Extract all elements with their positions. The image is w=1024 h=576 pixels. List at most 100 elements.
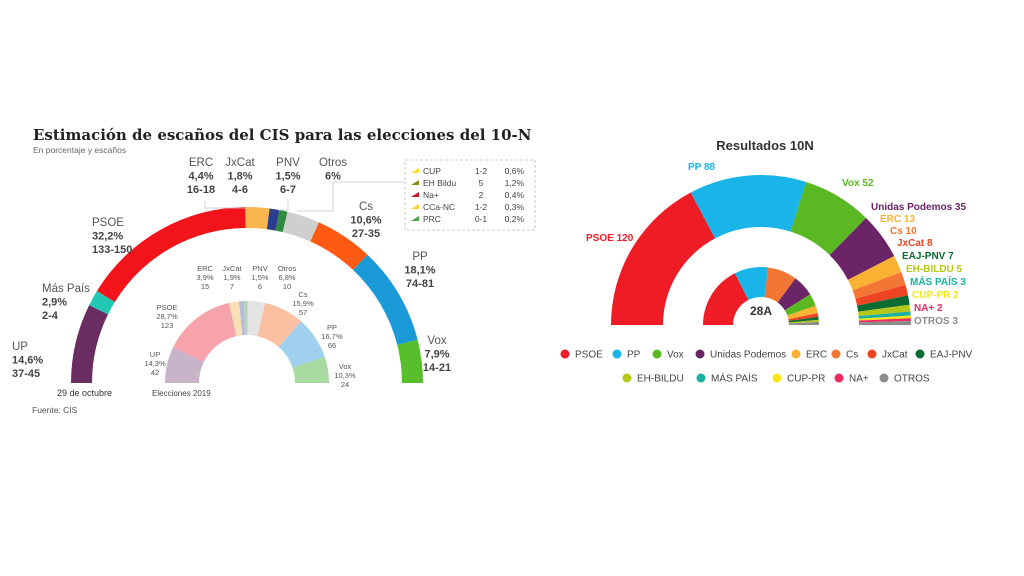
result-label-eaj-pnv: EAJ-PNV 7 [902, 251, 954, 262]
result-wedge-cup-pr [858, 315, 911, 321]
result-wedge-mas-pais [858, 311, 911, 319]
inner-label-jxcat-0: JxCat [222, 264, 242, 273]
outer-wedge-erc [245, 207, 270, 230]
outer-label-up-0: UP [12, 341, 28, 353]
otros-swatch-prc [411, 216, 419, 221]
result-label-mas-pais: MÁS PAÍS 3 [910, 275, 966, 288]
legend-label-otros: OTROS [894, 374, 930, 385]
inner-label-cs-0: Cs [298, 290, 307, 299]
outer-label-vox-0: Vox [427, 335, 446, 347]
outer-wedge-pp [353, 254, 418, 345]
outer-label-vox-1: 7,9% [424, 349, 449, 361]
result-wedge-jxcat [855, 284, 909, 306]
inner-label-psoe-1: 28,7% [156, 312, 178, 321]
otros-pct-prc: 0,2% [505, 214, 525, 224]
legend-dot-eh-bildu [622, 373, 632, 383]
prev-wedge-unidas-podemos [777, 278, 811, 311]
otros-swatch-na [411, 192, 419, 197]
result-label-erc: ERC 13 [880, 214, 915, 225]
inner-label-cs-2: 57 [299, 308, 307, 317]
inner-label-psoe-0: PSOE [157, 303, 178, 312]
legend-label-eaj-pnv: EAJ-PNV [930, 350, 973, 361]
inner-wedge-up [165, 347, 204, 383]
outer-wedge-up [71, 305, 109, 383]
inner-wedge-jxcat [239, 301, 246, 336]
legend-dot-psoe [560, 349, 570, 359]
left-chart-title: Estimación de escaños del CIS para las e… [33, 126, 532, 144]
outer-label-otros-1: 6% [325, 171, 341, 183]
outer-label-pnv-2: 6-7 [280, 184, 296, 196]
outer-wedge-psoe [96, 207, 246, 303]
inner-wedge-pp [278, 321, 325, 368]
otros-seats-eh-bildu: 5 [479, 178, 484, 188]
legend-label-na: NA+ [849, 374, 869, 385]
outer-label-pnv-1: 1,5% [275, 171, 300, 183]
inner-wedge-pnv [243, 300, 248, 336]
connector-otros-box-line [332, 181, 405, 188]
outer-label-mas-pais-1: 2,9% [42, 297, 67, 309]
legend-dot-unidas-podemos [695, 349, 705, 359]
outer-label-erc-1: 4,4% [188, 171, 213, 183]
inner-label-jxcat-1: 1,9% [223, 273, 240, 282]
otros-swatch-cca-nc [411, 204, 419, 209]
otros-seats-cup: 1-2 [475, 166, 488, 176]
inner-label-otros-0: Otros [278, 264, 297, 273]
legend-label-cup-pr: CUP-PR [787, 374, 825, 385]
outer-label-mas-pais-2: 2-4 [42, 310, 59, 322]
otros-pct-na: 0,4% [505, 190, 525, 200]
result-wedge-eh-bildu [858, 304, 911, 317]
legend-dot-erc [791, 349, 801, 359]
prev-wedge-eaj-pnv [788, 316, 819, 323]
left-chart-subtitle: En porcentaje y escaños [33, 145, 126, 155]
legend-label-unidas-podemos: Unidas Podemos [710, 350, 786, 361]
result-label-jxcat: JxCat 8 [897, 238, 933, 249]
result-wedge-eaj-pnv [857, 295, 910, 312]
result-label-unidas-podemos: Unidas Podemos 35 [871, 202, 966, 213]
inner-label-psoe-2: 123 [161, 321, 174, 330]
legend-dot-mas-pais [696, 373, 706, 383]
inner-label-up-2: 42 [151, 368, 159, 377]
inner-label-pnv-1: 1,5% [251, 273, 268, 282]
prev-wedge-cs [764, 267, 796, 303]
legend-dot-vox [652, 349, 662, 359]
outer-label-psoe-2: 133-150 [92, 244, 132, 256]
outer-label-jxcat-1: 1,8% [227, 171, 252, 183]
otros-seats-prc: 0-1 [475, 214, 488, 224]
result-label-psoe: PSOE 120 [586, 233, 634, 244]
inner-label-vox-0: Vox [339, 362, 352, 371]
outer-label-pp-0: PP [412, 251, 428, 263]
inner-label-otros-2: 10 [283, 282, 291, 291]
outer-label-otros-0: Otros [319, 157, 347, 169]
outer-label-erc-0: ERC [189, 157, 213, 169]
outer-label-jxcat-0: JxCat [225, 157, 255, 169]
prev-wedge-eh-bildu [788, 319, 819, 324]
legend-label-eh-bildu: EH-BILDU [637, 374, 684, 385]
otros-swatch-cup [411, 168, 419, 173]
otros-name-na: Na+ [423, 190, 439, 200]
result-wedge-vox [790, 182, 867, 256]
legend-dot-jxcat [867, 349, 877, 359]
inner-label-vox-1: 10,3% [334, 371, 356, 380]
inner-wedge-cs [257, 303, 302, 347]
outer-wedge-otros [282, 211, 319, 242]
legend-dot-na [834, 373, 844, 383]
legend-dot-pp [612, 349, 622, 359]
prev-wedge-otros [788, 321, 819, 325]
outer-label-vox-2: 14-21 [423, 362, 451, 374]
prev-wedge-erc [787, 305, 818, 320]
connector-erc-line [204, 201, 248, 209]
result-label-na: NA+ 2 [914, 303, 943, 314]
result-label-vox: Vox 52 [842, 178, 874, 189]
prev-wedge-vox [784, 294, 816, 316]
inner-wedge-erc [229, 301, 243, 337]
prev-wedge-psoe [703, 273, 749, 325]
otros-detail-box [404, 159, 536, 231]
inner-label-erc-2: 15 [201, 282, 209, 291]
outer-wedge-vox [397, 339, 423, 383]
left-chart-source: Fuente: CIS [32, 405, 78, 415]
otros-pct-eh-bildu: 1,2% [505, 178, 525, 188]
legend-label-jxcat: JxCat [882, 350, 908, 361]
otros-name-cca-nc: CCa-NC [423, 202, 455, 212]
result-wedge-psoe [611, 192, 716, 325]
